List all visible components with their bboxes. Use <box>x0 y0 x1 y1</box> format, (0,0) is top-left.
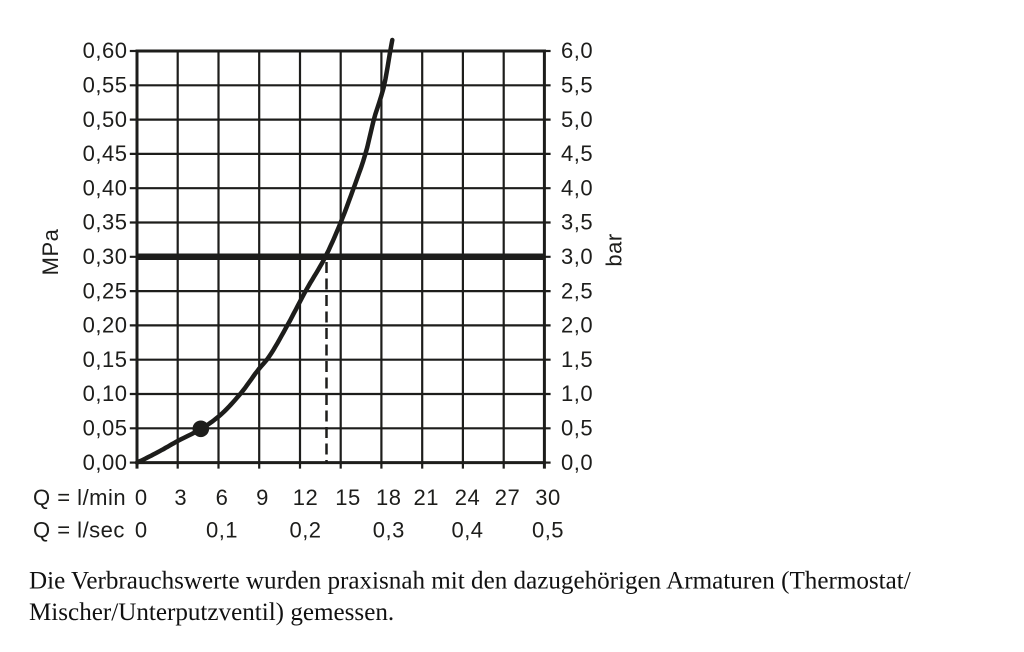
svg-text:0,15: 0,15 <box>83 347 128 372</box>
svg-text:0,40: 0,40 <box>83 175 128 200</box>
svg-text:0,20: 0,20 <box>83 313 128 338</box>
svg-text:0,5: 0,5 <box>561 416 593 441</box>
svg-text:1,0: 1,0 <box>561 381 593 406</box>
svg-text:0,55: 0,55 <box>83 73 128 98</box>
svg-text:0,35: 0,35 <box>83 210 128 235</box>
svg-text:0,1: 0,1 <box>206 518 238 543</box>
svg-text:0,05: 0,05 <box>83 416 128 441</box>
svg-text:18: 18 <box>376 485 401 510</box>
svg-text:0,50: 0,50 <box>83 107 128 132</box>
svg-text:bar: bar <box>602 233 627 266</box>
svg-text:5,0: 5,0 <box>561 107 593 132</box>
svg-text:30: 30 <box>535 485 560 510</box>
svg-text:4,5: 4,5 <box>561 141 593 166</box>
svg-text:1,5: 1,5 <box>561 347 593 372</box>
svg-text:2,5: 2,5 <box>561 278 593 303</box>
svg-text:0,25: 0,25 <box>83 278 128 303</box>
svg-text:0,45: 0,45 <box>83 141 128 166</box>
svg-text:12: 12 <box>293 485 318 510</box>
svg-text:27: 27 <box>495 485 520 510</box>
svg-text:15: 15 <box>335 485 360 510</box>
svg-text:3: 3 <box>174 485 187 510</box>
svg-text:0,00: 0,00 <box>83 450 128 475</box>
svg-text:2,0: 2,0 <box>561 313 593 338</box>
svg-text:5,5: 5,5 <box>561 73 593 98</box>
svg-text:0,3: 0,3 <box>373 518 405 543</box>
svg-text:MPa: MPa <box>38 228 63 275</box>
svg-text:Q = l/sec: Q = l/sec <box>33 518 125 543</box>
svg-text:Die Verbrauchswerte wurden pra: Die Verbrauchswerte wurden praxisnah mit… <box>29 568 911 595</box>
svg-text:0: 0 <box>135 518 148 543</box>
svg-text:Q = l/min: Q = l/min <box>33 485 126 510</box>
svg-text:0,60: 0,60 <box>83 38 128 63</box>
svg-text:0,4: 0,4 <box>451 518 483 543</box>
svg-text:6: 6 <box>216 485 229 510</box>
svg-text:0: 0 <box>135 485 148 510</box>
svg-text:0,30: 0,30 <box>83 244 128 269</box>
svg-text:3,5: 3,5 <box>561 210 593 235</box>
svg-text:0,2: 0,2 <box>289 518 321 543</box>
svg-text:9: 9 <box>256 485 269 510</box>
svg-text:0,5: 0,5 <box>532 518 564 543</box>
svg-text:24: 24 <box>455 485 480 510</box>
svg-text:Mischer/Unterputzventil) gemes: Mischer/Unterputzventil) gemessen. <box>29 599 394 626</box>
svg-text:4,0: 4,0 <box>561 175 593 200</box>
svg-text:21: 21 <box>414 485 439 510</box>
svg-text:3,0: 3,0 <box>561 244 593 269</box>
svg-text:0,0: 0,0 <box>561 450 593 475</box>
svg-text:6,0: 6,0 <box>561 38 593 63</box>
svg-text:0,10: 0,10 <box>83 381 128 406</box>
